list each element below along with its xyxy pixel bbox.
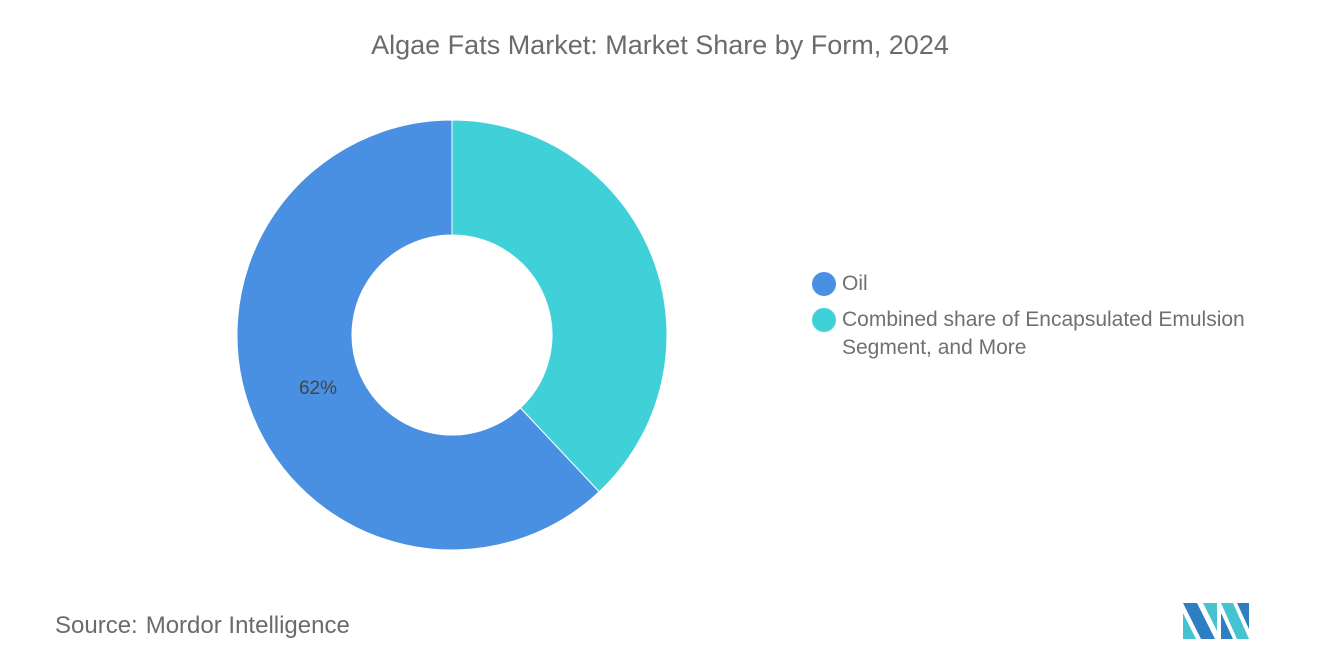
source-value: Mordor Intelligence <box>145 612 350 639</box>
slice-combined-share[interactable] <box>451 119 668 493</box>
legend-swatch-oil <box>812 272 836 296</box>
legend-item-combined[interactable]: Combined share of Encapsulated Emulsion … <box>812 306 1292 362</box>
legend-label: Combined share of Encapsulated Emulsion … <box>842 308 1245 359</box>
source-label: Source: <box>55 612 138 639</box>
legend-swatch-combined <box>812 308 836 332</box>
data-label-oil: 62% <box>299 378 337 399</box>
mordor-logo-icon <box>1183 603 1249 639</box>
legend-label: Oil <box>842 272 868 295</box>
legend-item-oil[interactable]: Oil <box>812 270 1292 298</box>
source-note: Source: Mordor Intelligence <box>55 612 350 640</box>
chart-title: Algae Fats Market: Market Share by Form,… <box>371 30 949 60</box>
slice-oil[interactable] <box>236 119 600 551</box>
legend: Oil Combined share of Encapsulated Emuls… <box>812 270 1292 370</box>
